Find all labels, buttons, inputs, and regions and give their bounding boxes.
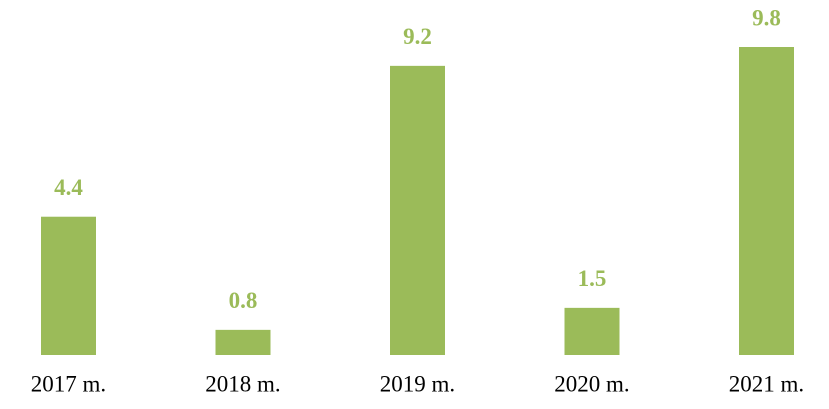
value-label: 0.8 [229, 288, 258, 313]
x-tick-label: 2018 m. [205, 371, 280, 396]
value-label: 9.8 [752, 5, 781, 30]
bar [215, 329, 271, 355]
bar [564, 307, 620, 355]
value-label: 1.5 [578, 266, 607, 291]
bar [739, 47, 794, 355]
bar [390, 65, 445, 355]
bar [41, 216, 96, 355]
x-tick-label: 2021 m. [729, 371, 804, 396]
x-tick-label: 2020 m. [554, 371, 629, 396]
x-tick-label: 2017 m. [31, 371, 106, 396]
value-label: 9.2 [403, 24, 432, 49]
value-label: 4.4 [54, 175, 83, 200]
x-tick-label: 2019 m. [380, 371, 455, 396]
